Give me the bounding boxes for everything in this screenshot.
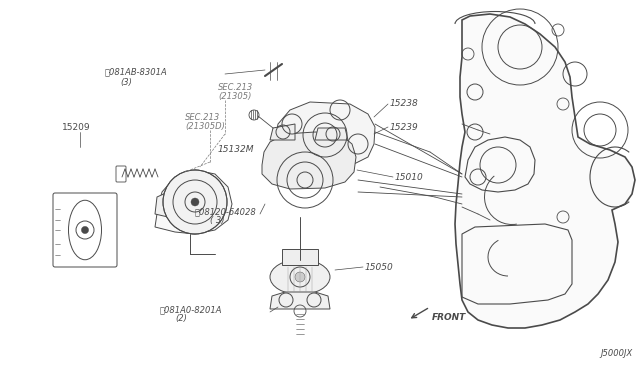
Text: SEC.213: SEC.213 — [218, 83, 253, 92]
Polygon shape — [155, 170, 232, 234]
FancyBboxPatch shape — [53, 193, 117, 267]
Circle shape — [295, 272, 305, 282]
Circle shape — [163, 170, 227, 234]
Text: (21305D): (21305D) — [185, 122, 225, 131]
Polygon shape — [315, 128, 348, 140]
Text: 15209: 15209 — [62, 122, 91, 131]
Text: SEC.213: SEC.213 — [185, 112, 220, 122]
Text: FRONT: FRONT — [432, 312, 467, 321]
Circle shape — [191, 198, 199, 206]
Text: 15239: 15239 — [390, 122, 419, 131]
Text: 15238: 15238 — [390, 99, 419, 109]
Text: ( 3): ( 3) — [210, 217, 225, 225]
Polygon shape — [275, 102, 375, 172]
Text: J5000JX: J5000JX — [600, 350, 632, 359]
Polygon shape — [155, 192, 168, 217]
Text: 15010: 15010 — [395, 173, 424, 182]
Text: 15132M: 15132M — [218, 145, 255, 154]
Circle shape — [81, 227, 88, 234]
Text: Ⓑ081A0-8201A: Ⓑ081A0-8201A — [160, 305, 223, 314]
Polygon shape — [282, 249, 318, 265]
Text: 15050: 15050 — [365, 263, 394, 272]
FancyBboxPatch shape — [116, 166, 126, 182]
Polygon shape — [270, 124, 295, 140]
Text: Ⓑ08120-64028: Ⓑ08120-64028 — [195, 208, 257, 217]
Text: Ⓑ081AB-8301A: Ⓑ081AB-8301A — [105, 67, 168, 77]
Polygon shape — [270, 292, 330, 309]
Ellipse shape — [270, 260, 330, 295]
Text: (21305): (21305) — [218, 92, 252, 100]
Text: (3): (3) — [120, 77, 132, 87]
Polygon shape — [455, 14, 635, 328]
Text: (2): (2) — [175, 314, 187, 324]
Polygon shape — [262, 132, 356, 189]
